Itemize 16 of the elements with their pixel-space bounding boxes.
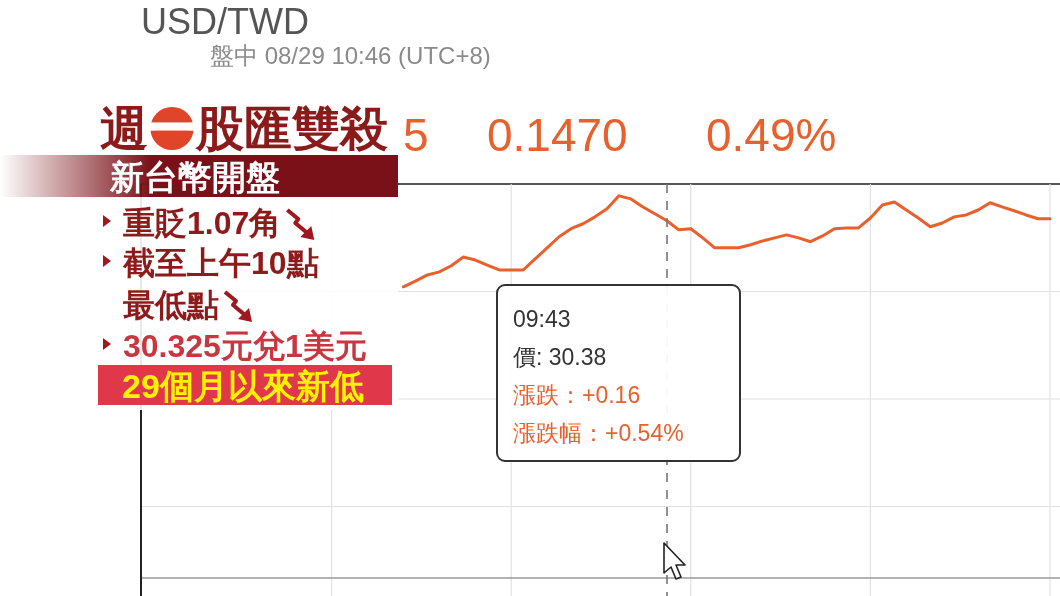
- annotation: 新台幣開盤: [110, 158, 280, 196]
- subtitle: 盤中 08/29 10:46 (UTC+8): [210, 42, 491, 69]
- title: USD/TWD: [141, 1, 309, 42]
- annotation: 最低點: [123, 287, 219, 323]
- annotation: 價: 30.38: [513, 344, 607, 370]
- annotation: 09:43: [513, 306, 571, 332]
- annotation: 0.1470: [487, 109, 628, 161]
- annotation: 漲跌：+0.16: [513, 382, 641, 408]
- annotation: 漲跌幅：+0.54%: [513, 420, 684, 446]
- annotation: 截至上午10點: [123, 245, 319, 281]
- annotation: 5: [403, 109, 429, 161]
- annotation: 29個月以來新低: [122, 367, 364, 405]
- annotation: 重貶1.07角: [123, 205, 282, 241]
- annotation: 週一股匯雙殺: [100, 102, 388, 155]
- annotation: 30.325元兌1美元: [123, 328, 367, 364]
- annotation: 0.49%: [706, 109, 837, 161]
